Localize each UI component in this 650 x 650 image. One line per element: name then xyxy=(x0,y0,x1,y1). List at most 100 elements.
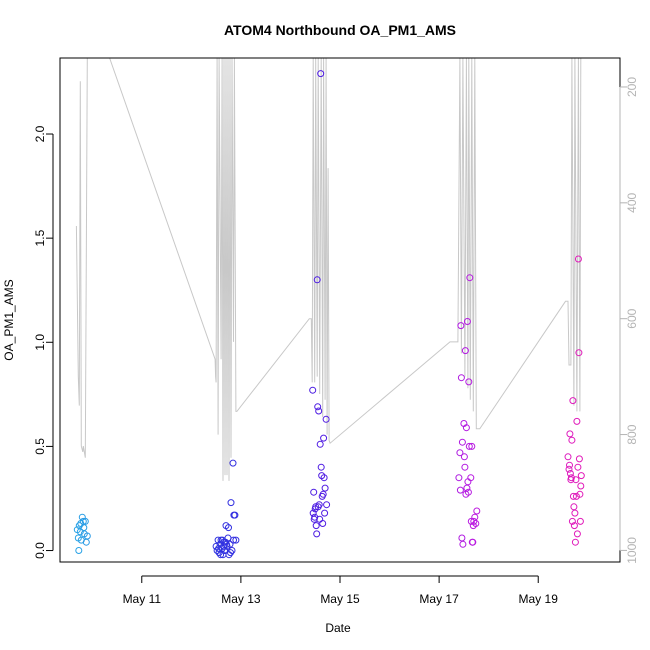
data-point xyxy=(564,453,572,461)
data-point xyxy=(312,522,320,530)
data-point xyxy=(573,530,581,538)
data-point xyxy=(461,347,469,355)
data-point xyxy=(222,538,229,546)
data-point xyxy=(214,536,222,544)
data-point xyxy=(569,492,577,500)
data-point xyxy=(316,440,324,448)
data-point xyxy=(228,547,236,554)
data-point xyxy=(75,547,83,554)
data-point xyxy=(221,547,228,554)
data-point xyxy=(83,532,91,540)
data-point xyxy=(312,503,320,511)
data-point xyxy=(569,397,577,405)
data-point xyxy=(574,463,582,471)
data-point xyxy=(461,463,469,471)
data-point xyxy=(577,482,585,490)
data-point xyxy=(229,459,237,467)
data-point xyxy=(227,499,235,507)
data-point xyxy=(468,442,476,450)
data-point xyxy=(463,318,471,325)
data-point xyxy=(319,490,327,498)
data-point xyxy=(570,522,578,530)
data-point xyxy=(315,407,323,415)
x-tick-label: May 19 xyxy=(519,592,559,606)
altitude-line-layer xyxy=(75,57,582,481)
right-tick-label: 600 xyxy=(625,308,639,328)
data-point xyxy=(310,488,318,496)
right-tick-label: 400 xyxy=(625,192,639,212)
data-point xyxy=(217,551,225,559)
x-axis-label: Date xyxy=(325,621,351,635)
data-point xyxy=(464,488,472,496)
data-point xyxy=(577,472,585,480)
data-point xyxy=(457,374,465,382)
data-point xyxy=(566,461,573,469)
data-point xyxy=(80,524,88,532)
data-point xyxy=(575,455,583,463)
data-point xyxy=(220,542,227,550)
data-point xyxy=(231,511,239,519)
data-point xyxy=(574,255,582,263)
data-point xyxy=(227,549,234,557)
data-point xyxy=(321,484,329,492)
data-point xyxy=(457,322,465,330)
data-point xyxy=(568,517,576,525)
data-point xyxy=(313,530,321,538)
data-point xyxy=(460,453,468,461)
chart-title: ATOM4 Northbound OA_PM1_AMS xyxy=(224,22,456,38)
data-point xyxy=(462,424,470,432)
y-tick-label: 0.0 xyxy=(33,542,47,559)
scatter-points-layer xyxy=(73,70,585,559)
data-point xyxy=(230,536,237,544)
y-tick-label: 2.0 xyxy=(33,125,47,142)
y-tick-label: 1.5 xyxy=(33,229,47,246)
data-point xyxy=(320,434,328,442)
data-point xyxy=(321,509,329,517)
altitude-series-line xyxy=(75,57,582,481)
data-point xyxy=(573,417,581,425)
data-point xyxy=(458,438,466,446)
x-tick-label: May 13 xyxy=(221,592,261,606)
data-point xyxy=(232,536,240,544)
data-point xyxy=(572,492,580,500)
data-point xyxy=(572,476,580,484)
data-point xyxy=(473,507,481,515)
data-point xyxy=(81,517,89,525)
x-tick-label: May 15 xyxy=(320,592,360,606)
data-point xyxy=(565,465,573,473)
data-point xyxy=(467,517,475,525)
x-tick-label: May 17 xyxy=(419,592,459,606)
data-point xyxy=(455,474,463,482)
data-point xyxy=(576,490,584,498)
data-point xyxy=(317,463,325,471)
data-point xyxy=(225,524,232,532)
data-point xyxy=(571,538,579,546)
data-point xyxy=(566,430,574,438)
data-point xyxy=(320,474,328,482)
data-point xyxy=(575,349,583,357)
data-point xyxy=(571,509,579,517)
right-tick-label: 1000 xyxy=(625,537,639,564)
data-point xyxy=(314,403,322,411)
data-point xyxy=(468,538,476,546)
data-point xyxy=(309,509,317,517)
y-tick-label: 0.5 xyxy=(33,438,47,455)
right-y-axis: 200 400 600 800 1000 xyxy=(619,77,639,564)
data-point xyxy=(226,540,234,548)
right-tick-label: 800 xyxy=(625,424,639,444)
y-axis-label: OA_PM1_AMS xyxy=(2,279,16,360)
data-point xyxy=(309,386,317,394)
data-point xyxy=(314,503,322,511)
data-point xyxy=(469,522,477,530)
data-point xyxy=(568,436,576,444)
data-point xyxy=(470,517,478,525)
data-point xyxy=(567,474,575,482)
data-point xyxy=(465,378,473,386)
data-point xyxy=(317,70,325,78)
data-point xyxy=(459,540,467,548)
data-point xyxy=(456,449,464,457)
x-tick-label: May 11 xyxy=(123,592,162,606)
data-point xyxy=(316,515,324,523)
